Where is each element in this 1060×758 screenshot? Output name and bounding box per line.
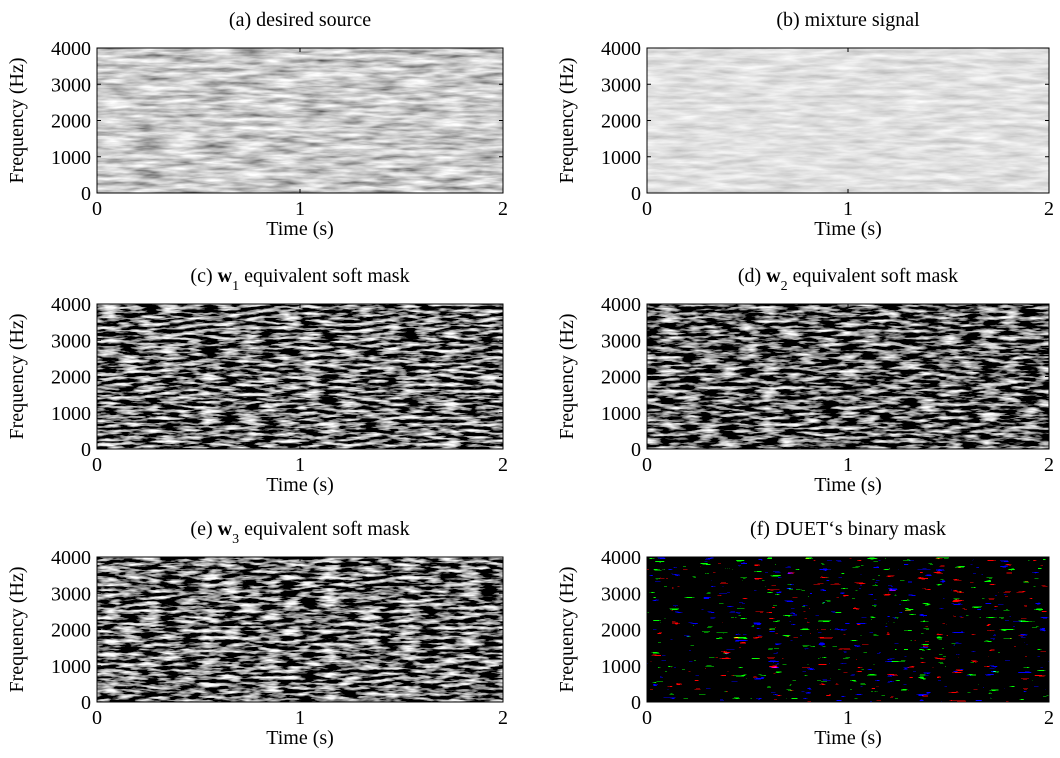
x-tick-label: 0 — [642, 198, 652, 220]
y-tick-label: 4000 — [601, 294, 641, 316]
panel-title: (b) mixture signal — [776, 9, 920, 31]
y-tick-label: 4000 — [51, 38, 91, 60]
spectrogram-image — [647, 304, 1049, 449]
y-axis-label: Frequency (Hz) — [556, 57, 578, 183]
y-tick-label: 2000 — [601, 620, 641, 642]
y-tick-label: 0 — [81, 692, 91, 714]
y-axis-label: Frequency (Hz) — [6, 57, 28, 183]
y-axis-label: Frequency (Hz) — [6, 566, 28, 692]
title-part: equivalent soft mask — [239, 518, 410, 540]
title-part: 3 — [232, 532, 239, 547]
title-part: equivalent soft mask — [239, 265, 410, 287]
x-tick-label: 2 — [498, 454, 508, 476]
y-tick-label: 1000 — [51, 403, 91, 425]
title-part: (c) — [190, 265, 217, 287]
y-tick-label: 3000 — [601, 583, 641, 605]
y-tick-label: 0 — [81, 183, 91, 205]
title-part: w — [218, 265, 233, 287]
x-tick-label: 2 — [1044, 198, 1054, 220]
x-tick-label: 1 — [295, 198, 305, 220]
y-tick-label: 2000 — [601, 111, 641, 133]
y-tick-label: 0 — [631, 183, 641, 205]
y-tick-label: 3000 — [601, 330, 641, 352]
x-axis-label: Time (s) — [266, 727, 334, 749]
y-tick-label: 0 — [631, 439, 641, 461]
spectrogram-image — [97, 304, 503, 449]
y-tick-label: 1000 — [51, 147, 91, 169]
y-tick-label: 3000 — [51, 74, 91, 96]
panel-title: (c) w1 equivalent soft mask — [190, 265, 409, 294]
y-tick-label: 1000 — [51, 656, 91, 678]
y-tick-label: 0 — [631, 692, 641, 714]
x-tick-label: 0 — [92, 454, 102, 476]
x-tick-label: 1 — [295, 454, 305, 476]
x-axis-label: Time (s) — [266, 218, 334, 240]
y-tick-label: 2000 — [51, 620, 91, 642]
x-tick-label: 1 — [843, 198, 853, 220]
y-tick-label: 4000 — [601, 38, 641, 60]
x-tick-label: 1 — [843, 454, 853, 476]
y-tick-label: 0 — [81, 439, 91, 461]
y-axis-label: Frequency (Hz) — [556, 566, 578, 692]
title-part: (d) — [738, 265, 766, 287]
y-tick-label: 4000 — [51, 547, 91, 569]
title-part: w — [766, 265, 781, 287]
y-tick-label: 2000 — [601, 367, 641, 389]
y-tick-label: 1000 — [601, 147, 641, 169]
title-part: equivalent soft mask — [788, 265, 959, 287]
y-tick-label: 3000 — [51, 583, 91, 605]
x-tick-label: 1 — [295, 707, 305, 729]
y-tick-label: 4000 — [51, 294, 91, 316]
x-tick-label: 0 — [642, 707, 652, 729]
x-tick-label: 1 — [843, 707, 853, 729]
x-axis-label: Time (s) — [814, 727, 882, 749]
x-tick-label: 2 — [1044, 707, 1054, 729]
title-part: 1 — [232, 279, 239, 294]
spectrogram-image — [647, 48, 1049, 193]
y-tick-label: 1000 — [601, 403, 641, 425]
spectrogram-image — [97, 557, 503, 702]
spectrogram-image — [97, 48, 503, 193]
title-part: (e) — [190, 518, 217, 540]
y-tick-label: 3000 — [601, 74, 641, 96]
panel-title: (d) w2 equivalent soft mask — [738, 265, 958, 294]
x-tick-label: 0 — [642, 454, 652, 476]
y-axis-label: Frequency (Hz) — [556, 313, 578, 439]
title-part: w — [218, 518, 233, 540]
y-tick-label: 2000 — [51, 111, 91, 133]
x-tick-label: 2 — [498, 198, 508, 220]
panel-title: (e) w3 equivalent soft mask — [190, 518, 409, 547]
title-part: 2 — [781, 279, 788, 294]
panel-title: (a) desired source — [229, 9, 371, 31]
spectrogram-image — [647, 557, 1049, 702]
y-tick-label: 2000 — [51, 367, 91, 389]
y-tick-label: 3000 — [51, 330, 91, 352]
x-axis-label: Time (s) — [266, 474, 334, 496]
y-axis-label: Frequency (Hz) — [6, 313, 28, 439]
panel-title: (f) DUET‘s binary mask — [750, 518, 946, 540]
x-tick-label: 2 — [1044, 454, 1054, 476]
x-tick-label: 0 — [92, 198, 102, 220]
y-tick-label: 4000 — [601, 547, 641, 569]
x-tick-label: 0 — [92, 707, 102, 729]
y-tick-label: 1000 — [601, 656, 641, 678]
x-tick-label: 2 — [498, 707, 508, 729]
x-axis-label: Time (s) — [814, 218, 882, 240]
x-axis-label: Time (s) — [814, 474, 882, 496]
